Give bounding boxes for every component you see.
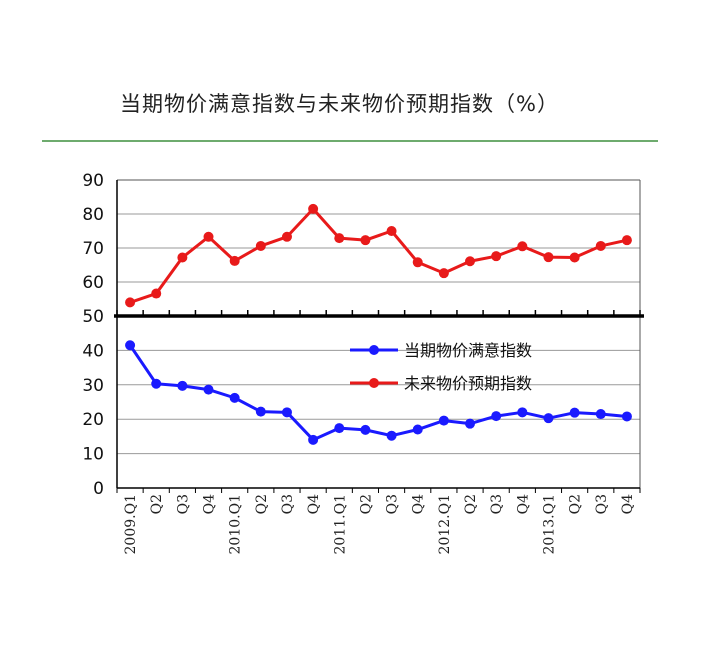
- x-tick-Q3: Q3: [385, 494, 401, 514]
- y-tick-70: 70: [82, 239, 104, 259]
- x-tick-2009.Q1: 2009.Q1: [123, 494, 139, 554]
- data-point-0-10: [386, 430, 397, 441]
- data-point-1-1: [151, 288, 162, 299]
- data-point-0-5: [255, 406, 266, 417]
- data-point-0-12: [438, 415, 449, 426]
- x-tick-Q4: Q4: [620, 494, 636, 514]
- x-tick-Q4: Q4: [411, 494, 427, 514]
- data-point-1-2: [177, 252, 188, 263]
- x-tick-Q2: Q2: [254, 494, 270, 514]
- x-tick-Q4: Q4: [306, 494, 322, 514]
- x-tick-2012.Q1: 2012.Q1: [437, 494, 453, 554]
- data-point-1-3: [203, 231, 214, 242]
- data-point-0-6: [281, 407, 292, 418]
- data-point-1-18: [595, 240, 606, 251]
- x-tick-Q4: Q4: [202, 494, 218, 514]
- data-point-1-12: [438, 268, 449, 279]
- x-tick-Q2: Q2: [149, 494, 165, 514]
- data-point-1-6: [281, 231, 292, 242]
- data-point-1-16: [543, 252, 554, 263]
- x-tick-Q2: Q2: [568, 494, 584, 514]
- y-tick-20: 20: [82, 410, 104, 430]
- data-point-0-7: [308, 434, 319, 445]
- y-tick-10: 10: [82, 445, 104, 465]
- y-tick-90: 90: [82, 171, 104, 191]
- data-point-1-0: [125, 297, 136, 308]
- data-point-1-7: [308, 203, 319, 214]
- legend-label-1: 未来物价预期指数: [404, 374, 532, 393]
- y-tick-50: 50: [82, 307, 104, 327]
- data-point-0-2: [177, 380, 188, 391]
- data-point-0-14: [491, 411, 502, 422]
- x-tick-labels: 2009.Q1 Q2 Q3 Q4 2010.Q1 Q2 Q3 Q4 2011.Q1 Q2 Q3 Q4 2…: [123, 494, 636, 555]
- chart-title: 当期物价满意指数与未来物价预期指数（%）: [120, 92, 559, 116]
- data-point-0-8: [334, 423, 345, 434]
- data-point-0-15: [517, 407, 528, 418]
- x-tick-Q2: Q2: [463, 494, 479, 514]
- data-point-1-11: [412, 257, 423, 268]
- x-tick-Q3: Q3: [175, 494, 191, 514]
- x-tick-2011.Q1: 2011.Q1: [332, 494, 348, 554]
- x-tick-Q3: Q3: [280, 494, 296, 514]
- x-tick-Q3: Q3: [594, 494, 610, 514]
- data-point-1-13: [465, 256, 476, 267]
- y-tick-0: 0: [93, 479, 104, 499]
- x-tick-Q3: Q3: [489, 494, 505, 514]
- data-point-1-5: [255, 240, 266, 251]
- data-point-0-17: [569, 407, 580, 418]
- series-lines: [125, 203, 632, 445]
- x-tick-Q2: Q2: [358, 494, 374, 514]
- data-point-1-8: [334, 233, 345, 244]
- data-point-0-18: [595, 409, 606, 420]
- legend-marker-0: [369, 345, 379, 355]
- data-point-0-4: [229, 392, 240, 403]
- data-point-0-9: [360, 424, 371, 435]
- data-point-0-16: [543, 413, 554, 424]
- data-point-1-19: [621, 235, 632, 246]
- legend-marker-1: [369, 378, 379, 388]
- data-point-1-15: [517, 241, 528, 252]
- legend-label-0: 当期物价满意指数: [404, 341, 532, 360]
- data-point-1-10: [386, 226, 397, 236]
- data-point-1-17: [569, 252, 580, 263]
- data-point-0-11: [412, 424, 423, 435]
- data-point-1-9: [360, 235, 371, 246]
- data-point-0-19: [621, 411, 632, 422]
- data-point-0-1: [151, 378, 162, 389]
- y-tick-40: 40: [82, 341, 104, 361]
- y-tick-80: 80: [82, 205, 104, 225]
- data-point-0-13: [465, 418, 476, 429]
- y-tick-60: 60: [82, 273, 104, 293]
- data-point-0-0: [125, 340, 136, 351]
- x-tick-Q4: Q4: [515, 494, 531, 514]
- x-tick-2013.Q1: 2013.Q1: [541, 494, 557, 554]
- data-point-1-14: [491, 251, 502, 262]
- y-tick-labels: 90 80 70 60 50 40 30 20 10 0: [82, 171, 104, 499]
- x-tick-2010.Q1: 2010.Q1: [228, 494, 244, 554]
- data-point-1-4: [229, 255, 240, 266]
- axes: [114, 179, 644, 493]
- data-point-0-3: [203, 384, 214, 395]
- y-tick-30: 30: [82, 376, 104, 396]
